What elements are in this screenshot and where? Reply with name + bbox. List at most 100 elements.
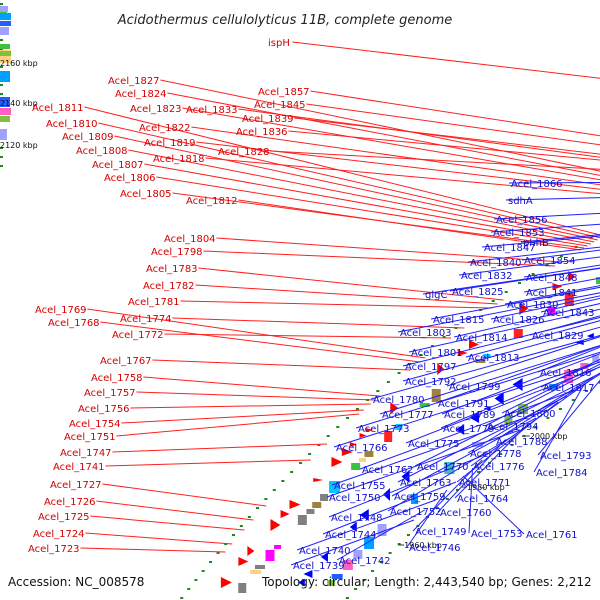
gene-block: [297, 515, 307, 525]
leader-line: [114, 135, 598, 241]
gene-label-left: Acel_1756: [78, 404, 130, 415]
leader-line: [441, 353, 600, 415]
leader-line: [430, 286, 600, 320]
leader-line: [484, 366, 600, 427]
gene-label-right: Acel_1773: [358, 424, 410, 435]
gc-dot: [571, 399, 575, 401]
gene-block: [359, 458, 367, 462]
gene-label-right: Acel_1793: [540, 451, 592, 462]
leader-line: [446, 336, 600, 387]
gene-label-right: Acel_1792: [405, 377, 457, 388]
gene-arrow: [320, 552, 328, 562]
gene-block: [364, 537, 375, 549]
leader-line: [292, 41, 600, 79]
gene-block: [431, 389, 441, 402]
gene-label-right: Acel_1797: [405, 362, 457, 373]
gene-arrow: [437, 363, 445, 375]
leader-line: [490, 223, 600, 233]
gene-arrow: [247, 546, 255, 556]
gene-label-left: ispH: [268, 38, 290, 49]
gene-block: [238, 583, 247, 593]
leader-line: [80, 547, 226, 553]
gc-dot: [0, 165, 3, 167]
gene-label-left: Acel_1806: [104, 173, 156, 184]
gene-arrow: [365, 428, 374, 432]
gene-block: [250, 570, 262, 574]
leader-line: [105, 459, 311, 467]
leader-line: [468, 467, 473, 534]
gene-label-right: Acel_1762: [362, 465, 414, 476]
gene-label-right: Acel_1814: [456, 333, 508, 344]
gene-label-left: Acel_1809: [62, 132, 114, 143]
leader-line: [98, 122, 600, 239]
gene-label-right: Acel_1854: [524, 256, 576, 267]
gene-label-right: Acel_1799: [449, 382, 501, 393]
gc-dot: [355, 408, 359, 410]
gc-dot: [0, 84, 3, 86]
gene-arrow: [568, 271, 576, 282]
gene-arrow: [494, 392, 504, 405]
leader-line: [191, 126, 600, 186]
gc-dot: [397, 543, 401, 545]
gc-dot: [376, 390, 380, 392]
gene-label-right: Acel_1843: [543, 308, 595, 319]
leader-line: [387, 437, 510, 512]
gene-label-right: Acel_1825: [452, 287, 504, 298]
gene-label-left: Acel_1812: [186, 196, 238, 207]
leader-line: [504, 285, 600, 305]
leader-line: [422, 267, 600, 295]
gc-dot: [558, 408, 562, 410]
leader-line: [203, 250, 555, 267]
leader-line: [238, 108, 600, 158]
gene-arrow: [401, 470, 410, 483]
gc-dot: [0, 39, 3, 41]
gene-block: [342, 560, 353, 570]
gene-label-right: Acel_1761: [526, 530, 578, 541]
gene-block: [513, 329, 523, 338]
gene-label-right: Acel_1841: [526, 288, 578, 299]
gene-label-left: Acel_1782: [143, 281, 195, 292]
gene-label-right: Acel_1778: [470, 449, 522, 460]
gene-arrow: [349, 442, 357, 447]
leader-line: [326, 429, 521, 498]
gene-label-right: Acel_1817: [543, 383, 595, 394]
leader-line: [405, 366, 600, 444]
gene-label-right: Acel_1744: [325, 530, 377, 541]
gene-label-right: Acel_1816: [540, 368, 592, 379]
leader-line: [310, 90, 600, 137]
gene-block: [0, 6, 8, 12]
gc-dot: [435, 507, 439, 509]
gc-dot: [216, 552, 220, 554]
gc-dot: [456, 489, 460, 491]
gene-arrow: [270, 519, 281, 531]
gene-block: [411, 494, 419, 504]
gc-dot: [272, 489, 276, 491]
gene-label-right: Acel_1771: [459, 478, 511, 489]
gene-block: [564, 370, 574, 383]
gene-label-right: Acel_1779: [443, 424, 495, 435]
gene-label-left: Acel_1758: [91, 373, 143, 384]
leader-line: [355, 351, 600, 429]
scale-tick-label: 2120 kbp: [0, 141, 38, 150]
gene-arrow: [469, 340, 480, 349]
gc-dot: [209, 561, 213, 563]
gene-label-left: Acel_1724: [33, 529, 85, 540]
gene-label-left: Acel_1774: [120, 314, 172, 325]
gc-dot: [545, 264, 549, 266]
leader-line: [501, 363, 600, 414]
gene-label-right: Acel_1848: [526, 273, 578, 284]
leader-line: [152, 359, 411, 371]
gene-label-left: Acel_1751: [64, 432, 116, 443]
gene-block: [0, 44, 10, 49]
gene-label-right: Acel_1752: [390, 507, 442, 518]
gene-label-left: Acel_1824: [115, 89, 167, 100]
leader-line: [164, 333, 452, 339]
gc-dot: [299, 462, 303, 464]
gc-dot: [419, 354, 423, 356]
gc-dot: [180, 597, 184, 599]
gene-block: [504, 415, 513, 425]
gene-label-right: Acel_1791: [438, 399, 490, 410]
gc-dot: [518, 282, 522, 284]
gene-label-left: Acel_1727: [50, 480, 102, 491]
gene-label-left: Acel_1811: [32, 103, 84, 114]
